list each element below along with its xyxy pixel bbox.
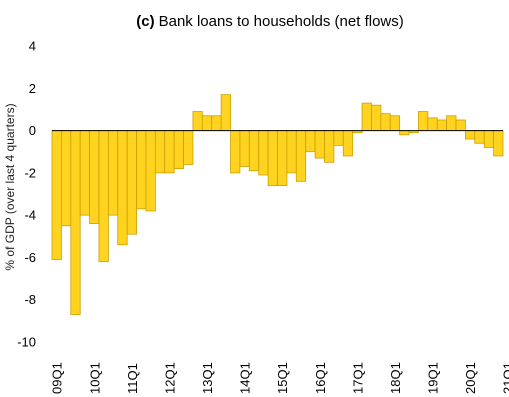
bar xyxy=(389,115,401,131)
x-axis-ticks: 09Q1 10Q1 11Q1 12Q1 13Q1 14Q1 15Q1 16Q1 17Q1 18Q1… xyxy=(50,362,509,394)
bar xyxy=(436,119,448,131)
chart-title-text: Bank loans to households (net flows) xyxy=(159,13,404,30)
x-tick-label: 19Q1 xyxy=(426,362,441,394)
x-tick-label: 11Q1 xyxy=(125,363,140,394)
bar xyxy=(230,130,241,174)
bar xyxy=(211,115,222,131)
bar xyxy=(324,130,335,163)
bar xyxy=(493,130,504,157)
bar xyxy=(267,130,278,186)
bar xyxy=(98,130,109,263)
x-tick-label: 18Q1 xyxy=(388,362,403,394)
y-tick-label: -4 xyxy=(24,208,36,223)
bar xyxy=(380,113,391,131)
y-tick-label: 2 xyxy=(29,81,36,96)
chart-title: (c) Bank loans to households (net flows) xyxy=(136,13,404,30)
y-tick-label: 0 xyxy=(29,123,36,138)
bar xyxy=(61,130,72,227)
x-tick-label: 12Q1 xyxy=(162,362,177,394)
bar xyxy=(201,115,213,131)
bar xyxy=(295,130,307,182)
bar xyxy=(427,117,438,131)
bar xyxy=(286,130,297,174)
bar xyxy=(342,130,354,157)
x-tick-label: 21Q1 xyxy=(501,362,509,394)
bar xyxy=(399,130,410,136)
y-axis-label: % of GDP (over last 4 quarters) xyxy=(3,103,17,270)
bar xyxy=(117,130,128,246)
x-tick-label: 09Q1 xyxy=(50,362,65,394)
bar xyxy=(361,102,372,131)
bars xyxy=(51,94,504,315)
bar xyxy=(154,130,166,174)
bar xyxy=(314,130,325,159)
bar xyxy=(258,130,269,176)
bar xyxy=(192,111,203,131)
bar xyxy=(474,130,485,144)
bar xyxy=(465,130,476,140)
bar xyxy=(79,130,90,216)
y-tick-label: -10 xyxy=(17,335,36,350)
bar xyxy=(173,130,184,170)
bar xyxy=(51,130,62,260)
y-tick-label: -6 xyxy=(24,250,36,265)
bar xyxy=(446,115,457,131)
bar xyxy=(239,130,250,167)
bar xyxy=(305,130,316,153)
bar xyxy=(70,130,81,315)
bar xyxy=(220,94,231,131)
bar xyxy=(333,130,344,146)
bar xyxy=(371,104,382,131)
bar xyxy=(483,130,495,148)
bar xyxy=(248,130,260,172)
x-tick-label: 14Q1 xyxy=(238,362,253,394)
x-tick-label: 10Q1 xyxy=(87,362,102,394)
y-tick-label: -2 xyxy=(24,165,36,180)
bar xyxy=(183,130,194,165)
bar xyxy=(455,119,466,131)
chart-title-prefix: (c) xyxy=(136,13,154,30)
x-tick-label: 16Q1 xyxy=(313,362,328,394)
x-tick-label: 20Q1 xyxy=(463,362,478,394)
x-tick-label: 17Q1 xyxy=(350,362,365,394)
y-tick-label: 4 xyxy=(29,39,36,54)
y-tick-label: -8 xyxy=(24,292,36,307)
bar xyxy=(164,130,175,174)
y-axis-ticks: 4 2 0 -2 -4 -6 -8 -10 xyxy=(17,39,36,350)
bar xyxy=(277,130,288,186)
bar xyxy=(418,111,429,131)
bar xyxy=(126,130,137,235)
bar xyxy=(89,130,100,225)
bar xyxy=(145,130,156,212)
x-tick-label: 13Q1 xyxy=(200,362,215,394)
x-tick-label: 15Q1 xyxy=(275,362,290,394)
bar xyxy=(136,130,147,210)
bar xyxy=(107,130,119,216)
